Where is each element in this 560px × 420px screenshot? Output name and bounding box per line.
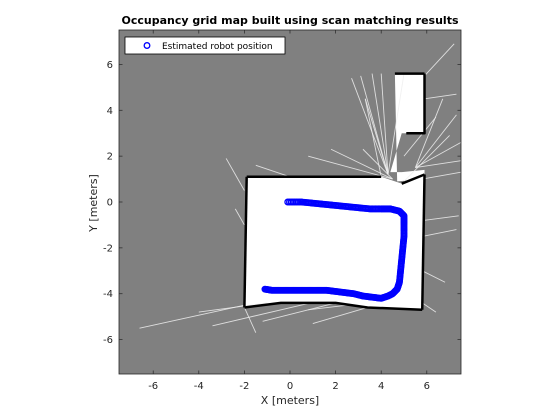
map-wall bbox=[401, 173, 425, 185]
map-laser-ray bbox=[243, 307, 257, 333]
y-axis-ticks: -6 -4 -2 0 2 4 6 bbox=[103, 60, 461, 346]
map-laser-ray bbox=[139, 304, 245, 329]
x-tick-label: 4 bbox=[378, 381, 384, 392]
map-laser-ray bbox=[330, 148, 393, 180]
x-tick-label: -2 bbox=[239, 381, 249, 392]
map-laser-ray bbox=[422, 229, 457, 237]
y-tick-label: 2 bbox=[107, 152, 113, 163]
map-wall bbox=[406, 73, 426, 135]
map-laser-ray bbox=[422, 171, 462, 180]
map-laser-ray bbox=[415, 160, 462, 169]
x-axis-label: X [meters] bbox=[261, 394, 319, 407]
map-laser-ray bbox=[255, 164, 291, 178]
x-tick-label: 0 bbox=[287, 381, 293, 392]
legend-marker bbox=[143, 42, 151, 49]
legend-entry-label: Estimated robot position bbox=[162, 42, 273, 52]
map-wall bbox=[420, 174, 426, 310]
x-tick-label: 6 bbox=[424, 381, 430, 392]
trajectory-point bbox=[261, 285, 269, 293]
map-laser-ray bbox=[198, 302, 268, 313]
map-laser-ray bbox=[403, 116, 437, 157]
map-laser-ray bbox=[387, 73, 405, 175]
map-laser-ray bbox=[422, 270, 446, 283]
map-laser-ray bbox=[262, 302, 336, 322]
map-laser-ray bbox=[312, 307, 368, 324]
map-free-region bbox=[390, 73, 425, 182]
map-laser-ray bbox=[424, 215, 459, 221]
legend: Estimated robot position bbox=[124, 36, 286, 55]
plot-area bbox=[118, 29, 462, 375]
x-tick-label: -6 bbox=[148, 381, 158, 392]
map-laser-ray bbox=[351, 78, 389, 175]
map-laser-ray bbox=[212, 302, 311, 327]
map-laser-ray bbox=[414, 98, 444, 168]
map-laser-ray bbox=[362, 148, 393, 180]
y-axis-label: Y [meters] bbox=[87, 174, 100, 233]
map-laser-ray bbox=[371, 73, 389, 175]
map-laser-ray bbox=[225, 158, 245, 191]
y-tick-label: -6 bbox=[103, 335, 113, 346]
x-axis-ticks: -6 -4 -2 0 2 4 6 bbox=[148, 30, 430, 392]
map-laser-ray bbox=[415, 114, 457, 168]
legend-box bbox=[124, 36, 286, 55]
map-laser-ray bbox=[403, 135, 450, 182]
map-laser-ray bbox=[364, 98, 389, 175]
y-tick-label: 0 bbox=[107, 198, 113, 209]
map-laser-ray bbox=[424, 93, 457, 100]
y-tick-label: -4 bbox=[103, 289, 113, 300]
y-tick-label: -2 bbox=[103, 243, 113, 254]
y-tick-label: 4 bbox=[107, 106, 113, 117]
map-laser-ray bbox=[421, 302, 437, 313]
y-tick-label: 6 bbox=[107, 60, 113, 71]
map-laser-ray bbox=[234, 208, 245, 226]
chart-title: Occupancy grid map built using scan matc… bbox=[121, 14, 458, 27]
x-tick-label: -4 bbox=[194, 381, 204, 392]
legend-marker-symbol bbox=[143, 42, 151, 49]
map-laser-ray bbox=[380, 73, 389, 175]
x-tick-label: 2 bbox=[332, 381, 338, 392]
map-laser-ray bbox=[308, 155, 393, 180]
map-wall bbox=[243, 176, 248, 308]
map-laser-ray bbox=[364, 98, 382, 177]
map-laser-ray bbox=[308, 304, 348, 311]
map-wall bbox=[244, 301, 423, 312]
map-laser-ray bbox=[415, 141, 462, 168]
map-laser-ray bbox=[424, 43, 455, 77]
